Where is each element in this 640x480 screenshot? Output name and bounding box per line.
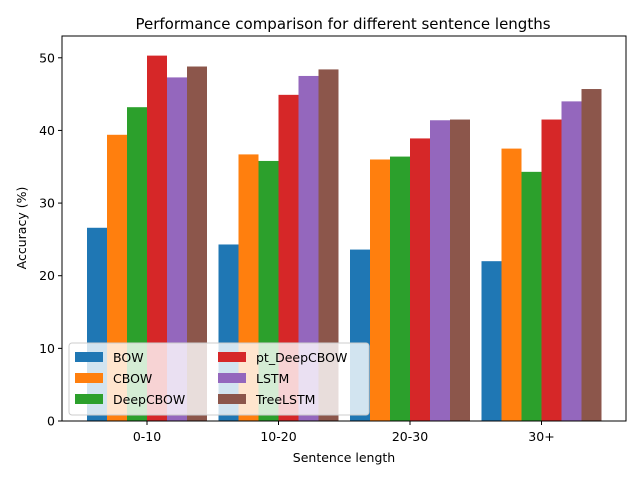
legend-swatch-lstm — [218, 373, 246, 383]
legend-swatch-cbow — [75, 373, 103, 383]
x-tick-label: 30+ — [528, 429, 554, 444]
bar-pt-deepcbow-30+ — [541, 119, 562, 422]
y-tick-label: 50 — [39, 50, 55, 65]
legend-label-cbow: CBOW — [113, 371, 152, 386]
legend: BOW CBOW DeepCBOW pt_DeepCBOW LSTM TreeLSTM — [68, 342, 370, 416]
bar-deepcbow-20-30 — [390, 156, 410, 421]
y-tick-label: 20 — [39, 268, 55, 283]
legend-swatch-pt-deepcbow — [218, 352, 246, 362]
bar-pt-deepcbow-0-10 — [147, 55, 167, 421]
bar-lstm-10-20 — [298, 75, 319, 422]
bar-pt-deepcbow-10-20 — [278, 94, 299, 421]
y-tick-label: 40 — [39, 123, 55, 138]
legend-label-lstm: LSTM — [256, 371, 289, 386]
chart-title: Performance comparison for different sen… — [135, 15, 550, 33]
legend-label-deepcbow: DeepCBOW — [113, 392, 185, 407]
y-axis-label: Accuracy (%) — [14, 187, 29, 270]
legend-swatch-treelstm — [218, 394, 246, 404]
y-axis: 0 10 20 30 40 50 — [39, 50, 62, 429]
x-tick-label: 0-10 — [133, 429, 161, 444]
y-tick-label: 10 — [39, 341, 55, 356]
bars-group — [87, 55, 602, 422]
bar-lstm-0-10 — [167, 77, 187, 421]
plot-frame — [61, 35, 627, 422]
bar-treelstm-10-20 — [318, 69, 339, 421]
legend-swatch-bow — [75, 352, 103, 362]
y-tick-label: 0 — [47, 414, 55, 429]
bar-cbow-20-30 — [370, 159, 390, 421]
legend-swatch-deepcbow — [75, 394, 103, 404]
legend-label-bow: BOW — [113, 350, 144, 365]
x-tick-label: 10-20 — [260, 429, 296, 444]
x-tick-label: 20-30 — [392, 429, 428, 444]
x-axis: 0-10 10-20 20-30 30+ — [133, 421, 555, 444]
bar-pt-deepcbow-20-30 — [410, 138, 430, 421]
bar-treelstm-20-30 — [450, 119, 470, 422]
legend-label-pt-deepcbow: pt_DeepCBOW — [256, 350, 347, 365]
bar-deepcbow-30+ — [521, 171, 542, 421]
bar-cbow-30+ — [501, 148, 522, 421]
y-tick-label: 30 — [39, 196, 55, 211]
legend-label-treelstm: TreeLSTM — [255, 392, 315, 407]
bar-treelstm-30+ — [581, 89, 602, 421]
bar-lstm-20-30 — [430, 120, 450, 421]
bar-lstm-30+ — [561, 101, 582, 422]
bar-treelstm-0-10 — [187, 66, 207, 422]
x-axis-label: Sentence length — [293, 450, 395, 465]
bar-bow-30+ — [481, 261, 502, 421]
